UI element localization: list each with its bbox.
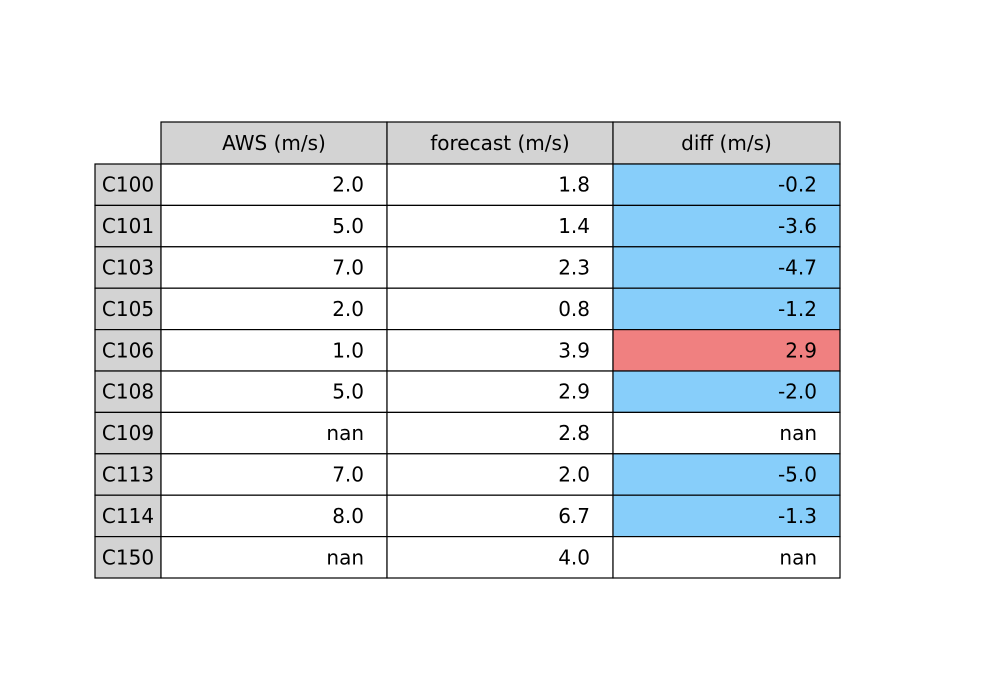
row-label: C109	[102, 421, 154, 445]
table-cell	[386, 246, 614, 289]
cell-value: nan	[326, 421, 364, 445]
cell-value: nan	[779, 545, 817, 569]
table-cell	[612, 329, 841, 372]
table-cell	[160, 287, 388, 331]
column-header-label: forecast (m/s)	[430, 131, 569, 155]
table-cell	[612, 370, 841, 414]
cell-value: -1.3	[778, 504, 817, 528]
cell-value: 2.3	[558, 256, 590, 280]
row-label: C101	[102, 214, 154, 238]
cell-value: 2.8	[558, 421, 590, 445]
column-header-cell	[386, 121, 614, 165]
cell-value: 2.9	[785, 338, 817, 362]
row-label: C113	[102, 463, 154, 487]
table-cell	[386, 287, 614, 331]
row-label-cell	[94, 329, 162, 372]
cell-value: -0.2	[778, 173, 817, 197]
column-header-cell	[160, 121, 388, 165]
table-cell	[160, 329, 388, 372]
cell-value: 1.0	[332, 338, 364, 362]
table-cell	[160, 411, 388, 455]
row-label: C106	[102, 338, 154, 362]
column-header-label: AWS (m/s)	[222, 131, 326, 155]
row-label: C105	[102, 297, 154, 321]
table-cell	[612, 204, 841, 248]
cell-value: -3.6	[778, 214, 817, 238]
cell-value: 5.0	[332, 380, 364, 404]
cell-value: -4.7	[778, 256, 817, 280]
cell-value: -1.2	[778, 297, 817, 321]
table-cell	[386, 163, 614, 207]
cell-value: 2.0	[332, 173, 364, 197]
row-label-cell	[94, 494, 162, 538]
cell-value: 1.4	[558, 214, 590, 238]
cell-value: 7.0	[332, 463, 364, 487]
table-cell	[386, 535, 614, 579]
row-label: C108	[102, 380, 154, 404]
row-label: C114	[102, 504, 154, 528]
table-cell	[612, 287, 841, 331]
row-label: C150	[102, 545, 154, 569]
cell-value: 4.0	[558, 545, 590, 569]
cell-value: -2.0	[778, 380, 817, 404]
row-label: C100	[102, 173, 154, 197]
column-header-cell	[612, 121, 841, 165]
row-label-cell	[94, 535, 162, 579]
cell-value: 6.7	[558, 504, 590, 528]
row-label-cell	[94, 411, 162, 455]
row-label-cell	[94, 287, 162, 331]
cell-value: 2.9	[558, 380, 590, 404]
column-header-label: diff (m/s)	[681, 131, 772, 155]
table-cell	[160, 535, 388, 579]
table-cell	[612, 411, 841, 455]
cell-value: 7.0	[332, 256, 364, 280]
cell-value: nan	[326, 545, 364, 569]
cell-value: 2.0	[332, 297, 364, 321]
cell-value: 3.9	[558, 338, 590, 362]
table-cell	[612, 494, 841, 538]
cell-value: 0.8	[558, 297, 590, 321]
cell-value: 2.0	[558, 463, 590, 487]
table-cell	[160, 494, 388, 538]
row-label: C103	[102, 256, 154, 280]
row-label-cell	[94, 246, 162, 289]
table-cell	[612, 535, 841, 579]
cell-value: -5.0	[778, 463, 817, 487]
table-cell	[386, 329, 614, 372]
cell-value: 8.0	[332, 504, 364, 528]
cell-value: nan	[779, 421, 817, 445]
cell-value: 1.8	[558, 173, 590, 197]
table-layer: AWS (m/s) forecast (m/s) diff (m/s) C100 2.0…	[94, 121, 841, 579]
table-cell	[386, 204, 614, 248]
table-cell	[160, 370, 388, 414]
cell-value: 5.0	[332, 214, 364, 238]
row-label-cell	[94, 204, 162, 248]
